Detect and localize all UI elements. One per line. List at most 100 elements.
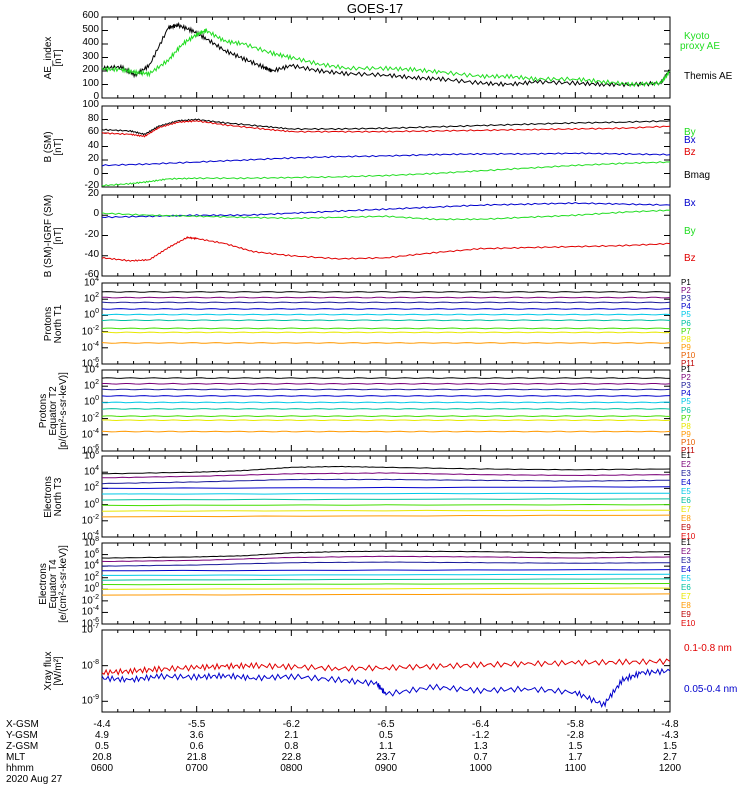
panel-pe	[101, 369, 671, 452]
axis-row-value: -4.8	[661, 719, 679, 730]
axis-row-value: -2.8	[566, 730, 584, 741]
axis-row-value: 0800	[280, 763, 303, 774]
series-bz	[101, 120, 671, 138]
panel-frame	[101, 629, 671, 713]
axis-row-value: -4.3	[661, 730, 679, 741]
y-tick-label: 10-4	[81, 340, 99, 354]
axis-row-value: 1200	[658, 763, 682, 774]
y-tick-label: 106	[83, 547, 99, 560]
legend-entry: E9	[681, 523, 691, 532]
series-p5	[101, 313, 671, 316]
y-tick-label: 10-2	[81, 411, 99, 424]
series-e7	[101, 503, 671, 507]
y-tick-label: 100	[83, 582, 99, 595]
y-tick-label: 104	[83, 276, 99, 289]
legend-entry: P9	[681, 429, 691, 439]
legend-entry: E8	[681, 601, 691, 610]
legend-entry: P7	[681, 413, 691, 423]
axis-row-value: -4.4	[93, 719, 111, 730]
panel-frame	[101, 194, 671, 277]
axis-row-value: -6.4	[472, 719, 490, 730]
series-bz	[101, 235, 671, 262]
legend-entry: Kyoto	[684, 31, 710, 42]
y-tick-label: 10-4	[81, 605, 99, 618]
y-tick-label: 10-4	[81, 530, 99, 543]
y-tick-label: 100	[83, 497, 99, 510]
axis-row-value: 3.6	[189, 730, 204, 741]
series-p6	[101, 408, 671, 410]
panel-frame	[101, 455, 671, 538]
series-p8	[101, 331, 671, 334]
panel-ae	[101, 16, 671, 99]
legend-entry: P4	[681, 302, 691, 312]
y-tick-label: 100	[82, 77, 99, 89]
y-tick-label: 108	[83, 536, 99, 549]
y-tick-label: 10-6	[81, 357, 99, 370]
legend-entry: E10	[681, 619, 696, 628]
series-e7	[101, 582, 671, 586]
panel-b	[101, 105, 671, 188]
axis-row-value: 0700	[185, 763, 208, 774]
series-e4	[101, 569, 671, 572]
panel-en	[101, 455, 671, 538]
legend-entry: P9	[681, 342, 691, 352]
series-p9	[101, 430, 671, 433]
legend-entry: P3	[681, 381, 691, 391]
panel-ee	[101, 542, 671, 625]
legend-entry: proxy AE	[680, 41, 721, 52]
axis-row-value: 1.3	[473, 741, 488, 752]
axis-row-value: 23.7	[376, 752, 396, 763]
y-tick-label: 60	[87, 126, 99, 137]
y-tick-label: 500	[82, 23, 99, 35]
legend-entry: E7	[681, 592, 691, 601]
y-axis-label: Protons Equator T2 [p/(cm²-s-sr-keV)]	[38, 371, 69, 450]
series-e9	[101, 593, 671, 596]
legend-entry: P11	[681, 359, 695, 368]
y-tick-label: 100	[82, 99, 99, 110]
legend-entry: P8	[681, 421, 691, 431]
legend-entry: E1	[681, 538, 691, 547]
legend-entry: P2	[681, 286, 691, 296]
series-by	[101, 209, 671, 221]
y-tick-label: 20	[87, 188, 99, 199]
axis-row-value: 2.1	[284, 730, 299, 741]
legend-entry: Bz	[684, 253, 696, 264]
axis-row-label: Y-GSM	[6, 730, 38, 741]
series-p6	[101, 319, 671, 322]
y-tick-label: 0	[93, 91, 99, 102]
legend-entry: 0.05-0.4 nm	[684, 684, 738, 695]
series-kyoto-proxy-ae	[101, 28, 671, 88]
panel-frame	[101, 369, 671, 452]
axis-row-label: X-GSM	[6, 719, 39, 730]
series-e3	[101, 561, 670, 567]
panel-db	[101, 194, 671, 277]
legend-entry: E9	[681, 610, 691, 619]
legend-entry: By	[684, 127, 696, 138]
legend-entry: Themis AE	[684, 71, 733, 82]
series-bx	[101, 201, 671, 219]
axis-row-value: 22.8	[281, 752, 302, 763]
legend-entry: E7	[681, 505, 691, 514]
axis-row-value: -6.2	[282, 719, 300, 730]
legend-entry: Bx	[684, 135, 696, 146]
y-tick-label: 0	[93, 208, 99, 220]
legend-entry: P10	[681, 350, 696, 360]
series-p8	[101, 419, 671, 422]
series-p1	[101, 291, 671, 293]
axis-row-value: 1100	[564, 763, 587, 774]
legend-entry: E8	[681, 514, 691, 523]
y-tick-label: 100	[83, 395, 99, 408]
y-tick-label: 10-4	[81, 427, 99, 441]
y-tick-label: 10-9	[81, 694, 99, 707]
series-e2	[101, 472, 671, 479]
legend-entry: E5	[681, 487, 691, 496]
y-axis-label: Xray flux [W/m²]	[43, 651, 64, 691]
y-axis-label: Electrons North T3	[43, 475, 64, 518]
legend-entry: P8	[681, 334, 691, 344]
panel-pn	[101, 282, 671, 365]
legend-entry: E5	[681, 574, 691, 583]
y-tick-label: 40	[87, 139, 99, 151]
legend-entry: P3	[681, 294, 691, 304]
series-e8	[101, 509, 671, 512]
y-tick-label: 10-7	[81, 623, 99, 636]
